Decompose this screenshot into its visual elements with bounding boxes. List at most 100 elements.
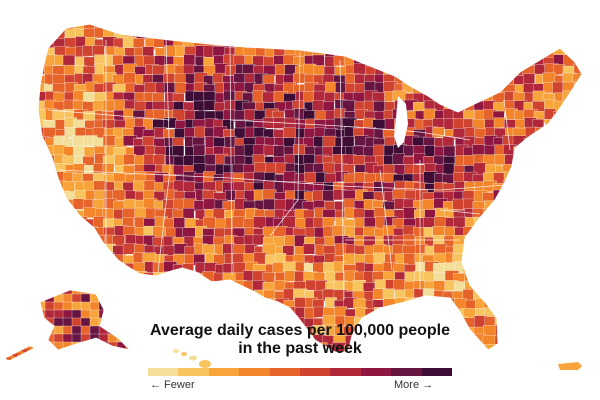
county-cell bbox=[543, 225, 557, 237]
county-cell bbox=[80, 301, 92, 312]
county-cell bbox=[224, 289, 238, 302]
county-cell bbox=[404, 37, 419, 49]
county-cell bbox=[364, 46, 378, 58]
county-cell bbox=[315, 29, 330, 41]
county-cell bbox=[493, 207, 508, 219]
county-cell bbox=[494, 47, 508, 60]
county-cell bbox=[104, 279, 119, 292]
county-cell bbox=[322, 135, 337, 148]
county-cell bbox=[464, 91, 477, 104]
county-cell bbox=[273, 145, 285, 158]
county-cell bbox=[464, 54, 479, 66]
county-cell bbox=[89, 301, 101, 312]
county-cell bbox=[38, 270, 48, 283]
county-cell bbox=[514, 38, 528, 51]
legend-title-line2: in the past week bbox=[238, 340, 362, 357]
county-cell bbox=[105, 300, 118, 311]
county-cell bbox=[513, 307, 526, 320]
county-cell bbox=[38, 109, 47, 121]
county-cell bbox=[583, 254, 594, 265]
county-cell bbox=[325, 36, 339, 49]
county-cell bbox=[512, 227, 527, 240]
county-cell bbox=[583, 120, 595, 131]
county-cell bbox=[523, 245, 536, 258]
county-cell bbox=[542, 281, 557, 294]
county-cell bbox=[573, 145, 582, 157]
county-cell bbox=[572, 270, 582, 282]
county-cell bbox=[84, 234, 98, 247]
legend-swatch bbox=[208, 368, 240, 376]
county-cell bbox=[484, 262, 496, 275]
county-cell bbox=[173, 299, 186, 311]
county-cell bbox=[513, 272, 527, 283]
county-cell bbox=[514, 252, 527, 264]
county-cell bbox=[52, 74, 67, 86]
county-cell bbox=[164, 308, 179, 320]
county-cell bbox=[253, 24, 265, 32]
county-cell bbox=[143, 288, 157, 299]
county-cell bbox=[292, 38, 307, 50]
county-cell bbox=[584, 200, 597, 211]
county-cell bbox=[504, 190, 517, 202]
county-cell bbox=[584, 75, 597, 86]
county-cell bbox=[454, 74, 468, 87]
county-cell bbox=[98, 293, 110, 304]
county-cell bbox=[233, 306, 247, 319]
county-cell bbox=[94, 244, 106, 257]
county-cell bbox=[72, 198, 85, 210]
county-cell bbox=[107, 309, 119, 320]
county-cell bbox=[472, 63, 487, 75]
county-cell bbox=[332, 24, 345, 30]
county-cell bbox=[563, 234, 577, 246]
county-cell bbox=[254, 308, 269, 320]
county-cell bbox=[583, 156, 595, 168]
county-cell bbox=[42, 235, 57, 248]
county-cell bbox=[523, 172, 538, 185]
county-cell bbox=[235, 29, 248, 42]
county-cell bbox=[505, 200, 517, 212]
county-cell bbox=[113, 24, 125, 32]
county-cell bbox=[283, 27, 296, 40]
legend-title-line1: Average daily cases per 100,000 people bbox=[149, 322, 451, 339]
county-cell bbox=[445, 56, 460, 68]
county-cell bbox=[144, 308, 158, 319]
county-cell bbox=[575, 236, 582, 249]
county-cell bbox=[74, 279, 87, 292]
county-cell bbox=[93, 253, 107, 265]
county-cell bbox=[433, 297, 447, 310]
county-cell bbox=[443, 24, 457, 30]
county-cell bbox=[292, 28, 306, 41]
county-cell bbox=[574, 262, 582, 274]
county-cell bbox=[193, 144, 206, 156]
county-cell bbox=[62, 301, 74, 312]
county-cell bbox=[502, 57, 514, 70]
county-cell bbox=[493, 56, 507, 68]
county-cell bbox=[532, 280, 545, 291]
county-cell bbox=[145, 280, 159, 293]
county-cell bbox=[413, 153, 426, 165]
county-cell bbox=[38, 280, 47, 292]
county-cell bbox=[585, 307, 598, 319]
county-cell bbox=[53, 244, 68, 255]
county-cell bbox=[525, 289, 538, 301]
county-cell bbox=[203, 24, 218, 32]
county-cell bbox=[414, 65, 429, 78]
county-cell bbox=[134, 280, 146, 293]
county-cell bbox=[583, 164, 597, 174]
county-cell bbox=[304, 28, 319, 41]
county-cell bbox=[153, 272, 166, 284]
county-cell bbox=[545, 171, 558, 184]
county-cell bbox=[502, 207, 516, 220]
county-cell bbox=[324, 24, 337, 30]
county-cell bbox=[64, 243, 77, 256]
county-cell bbox=[52, 27, 66, 40]
county-cell bbox=[574, 192, 582, 203]
county-cell bbox=[524, 264, 538, 276]
county-cell bbox=[123, 154, 137, 165]
county-cell bbox=[563, 171, 576, 183]
county-cell bbox=[505, 279, 518, 291]
county-cell bbox=[584, 190, 595, 200]
county-cell bbox=[107, 290, 119, 296]
county-cell bbox=[402, 46, 415, 59]
lake-michigan bbox=[394, 96, 408, 148]
